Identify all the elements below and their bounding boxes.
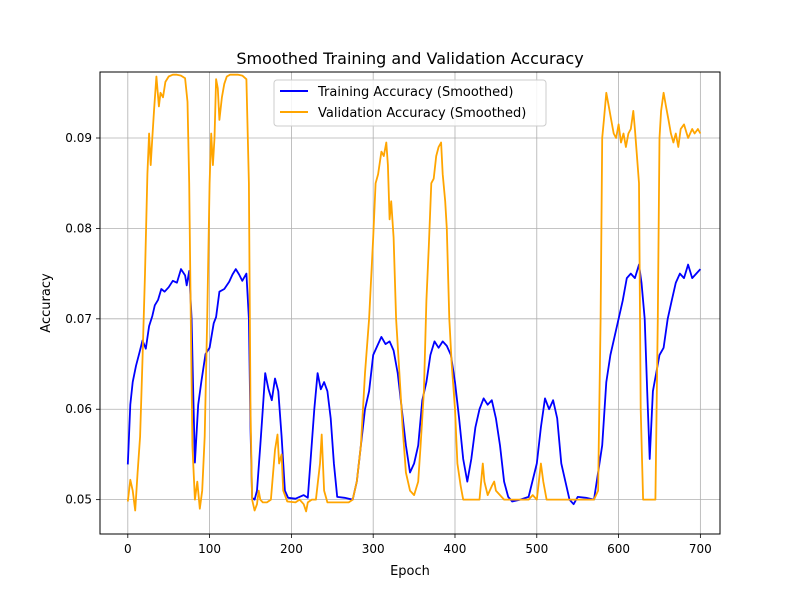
- x-tick-label: 700: [689, 542, 712, 556]
- legend-label-training: Training Accuracy (Smoothed): [317, 85, 513, 100]
- chart-title: Smoothed Training and Validation Accurac…: [236, 49, 583, 68]
- x-tick-label: 400: [444, 542, 467, 556]
- grid-lines: [100, 72, 720, 534]
- x-tick-label: 500: [525, 542, 548, 556]
- x-axis: 0 100 200 300 400 500 600 700: [124, 534, 712, 556]
- legend-label-validation: Validation Accuracy (Smoothed): [318, 106, 526, 121]
- x-axis-label: Epoch: [390, 564, 430, 579]
- x-tick-label: 200: [280, 542, 303, 556]
- plot-frame: [99, 71, 721, 535]
- training-accuracy-line: [126, 263, 702, 506]
- y-tick-label: 0.08: [65, 221, 92, 235]
- y-tick-label: 0.07: [65, 312, 92, 326]
- y-axis: 0.05 0.06 0.07 0.08 0.09: [65, 131, 100, 507]
- x-tick-label: 300: [362, 542, 385, 556]
- series-group: [126, 73, 702, 513]
- y-tick-label: 0.09: [65, 131, 92, 145]
- y-tick-label: 0.05: [65, 493, 92, 507]
- x-tick-label: 0: [124, 542, 132, 556]
- y-axis-label: Accuracy: [39, 273, 54, 333]
- legend-box: [273, 79, 547, 127]
- validation-accuracy-line: [126, 73, 702, 513]
- x-tick-label: 600: [607, 542, 630, 556]
- x-tick-label: 100: [198, 542, 221, 556]
- y-tick-label: 0.06: [65, 402, 92, 416]
- legend: Training Accuracy (Smoothed) Validation …: [273, 79, 547, 127]
